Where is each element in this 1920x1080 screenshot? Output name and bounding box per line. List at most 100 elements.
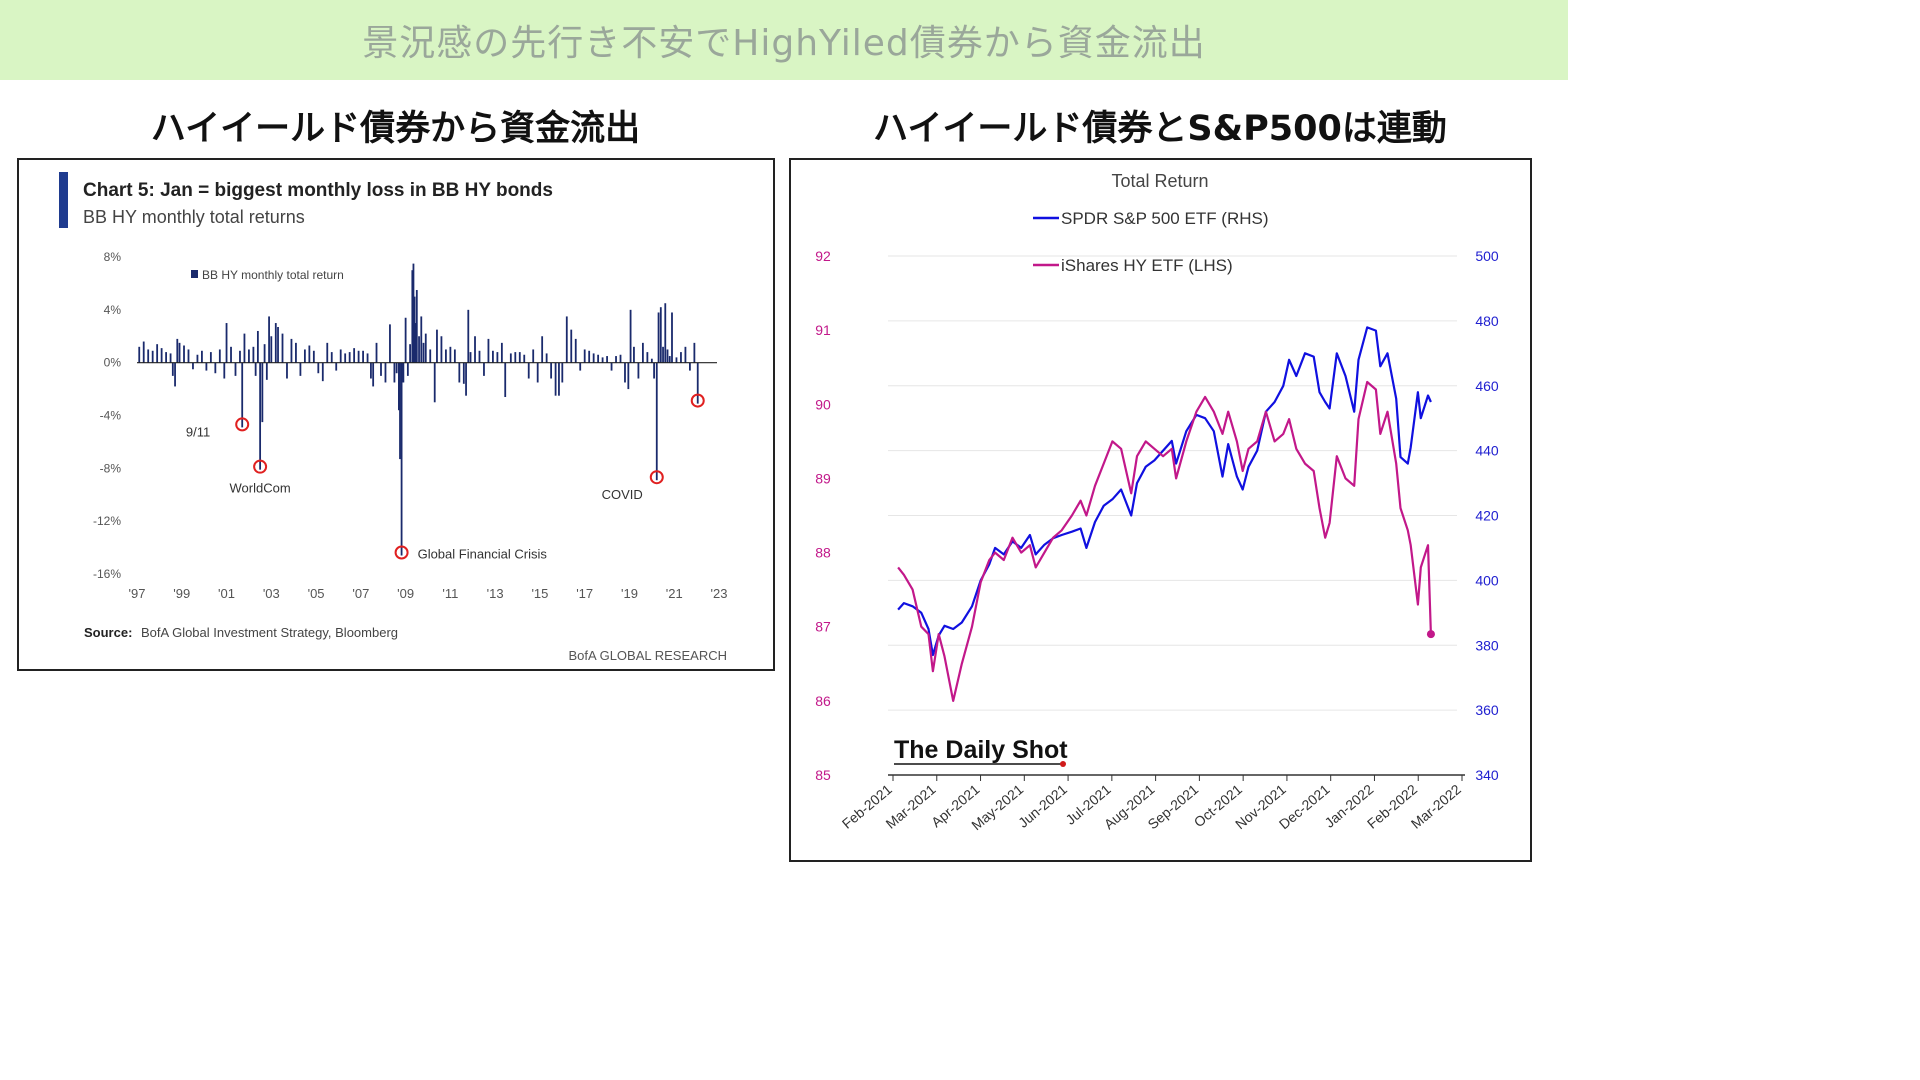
bar: [370, 362, 372, 379]
bar: [668, 356, 671, 363]
bar: [541, 336, 544, 363]
bar: [680, 352, 682, 363]
event-circle: [253, 459, 268, 474]
bar: [424, 333, 427, 363]
event-label: Global Financial Crisis: [418, 547, 548, 562]
bar: [554, 362, 557, 396]
bar: [601, 357, 604, 363]
bar: [277, 327, 279, 363]
chart-subtitle: BB HY monthly total returns: [83, 207, 305, 227]
bar: [445, 349, 447, 363]
bar: [415, 290, 418, 363]
bar: [399, 362, 401, 460]
x-tick-label: '21: [666, 586, 683, 601]
x-tick-label: '07: [352, 586, 369, 601]
bar: [500, 342, 503, 363]
y-tick-label: 4%: [104, 303, 122, 317]
event-circle: [394, 545, 409, 560]
bar: [147, 349, 150, 363]
bar: [483, 362, 485, 376]
right-y-tick-label: 340: [1475, 767, 1499, 783]
bar: [465, 362, 467, 396]
bar: [192, 362, 194, 370]
bar: [696, 362, 699, 404]
bar: [209, 352, 212, 363]
bar: [375, 342, 378, 363]
left-y-tick-label: 89: [815, 470, 831, 486]
bar: [629, 309, 632, 363]
series-line: [897, 380, 1432, 702]
bar: [339, 349, 342, 363]
left-y-tick-label: 92: [815, 248, 831, 264]
bar: [496, 352, 499, 363]
chart-title: Chart 5: Jan = biggest monthly loss in B…: [83, 180, 553, 201]
y-tick-label: -4%: [100, 409, 122, 423]
bar: [655, 362, 658, 481]
bar: [357, 350, 360, 363]
bar: [606, 356, 608, 363]
bar: [420, 316, 423, 363]
logo-dot: [1060, 761, 1066, 767]
bar: [659, 307, 662, 363]
bar: [398, 362, 400, 411]
bar: [344, 353, 347, 363]
bar: [303, 349, 306, 363]
bar: [597, 354, 600, 363]
bar: [592, 353, 595, 363]
bar: [366, 353, 369, 363]
bb-hy-bar-chart: Chart 5: Jan = biggest monthly loss in B…: [59, 172, 727, 663]
bar: [151, 350, 154, 363]
bar: [308, 345, 311, 363]
x-tick-label: '01: [218, 586, 235, 601]
bar: [393, 362, 396, 383]
right-y-tick-label: 400: [1475, 572, 1499, 588]
bar: [225, 323, 228, 363]
event-circle: [649, 470, 664, 485]
bar: [312, 350, 315, 363]
bar: [653, 362, 655, 379]
x-tick-label: Mar-2022: [1408, 781, 1464, 832]
bar: [290, 338, 293, 363]
bar: [550, 362, 553, 379]
bar: [142, 341, 145, 363]
bar: [330, 352, 333, 363]
bofa-chart-panel: Chart 5: Jan = biggest monthly loss in B…: [17, 158, 775, 671]
bar: [509, 353, 512, 363]
bar: [230, 346, 232, 363]
bar: [171, 362, 174, 376]
bar: [414, 323, 417, 363]
left-y-tick-label: 85: [815, 767, 831, 783]
bar: [561, 362, 564, 383]
x-tick-label: '97: [129, 586, 146, 601]
bar: [440, 336, 443, 363]
bar: [234, 362, 237, 376]
bar: [400, 362, 403, 556]
bar: [299, 362, 302, 376]
bar: [433, 362, 436, 403]
bar: [413, 296, 416, 363]
bar: [504, 362, 507, 398]
bar: [265, 362, 268, 380]
bar: [406, 362, 409, 376]
x-tick-label: '19: [621, 586, 638, 601]
right-y-tick-label: 440: [1475, 443, 1499, 459]
total-return-line-chart: Total Return SPDR S&P 500 ETF (RHS) iShar…: [815, 171, 1499, 833]
source-label: Source:: [84, 625, 132, 640]
bar: [223, 362, 226, 379]
bar: [270, 336, 273, 363]
legend-label: iShares HY ETF (LHS): [1061, 256, 1233, 275]
bar: [214, 362, 217, 374]
right-y-tick-label: 460: [1475, 378, 1499, 394]
bar: [624, 362, 626, 383]
bar: [205, 362, 208, 371]
banner-title: 景況感の先行き不安でHighYiled債券から資金流出: [362, 23, 1206, 64]
event-label: 9/11: [186, 424, 210, 439]
bar: [411, 270, 414, 363]
bar: [583, 349, 586, 363]
bar: [362, 350, 364, 363]
bar: [467, 309, 470, 363]
bar: [469, 352, 472, 363]
bar: [201, 350, 203, 363]
x-tick-label: Jun-2021: [1015, 781, 1070, 831]
bar: [532, 349, 535, 363]
